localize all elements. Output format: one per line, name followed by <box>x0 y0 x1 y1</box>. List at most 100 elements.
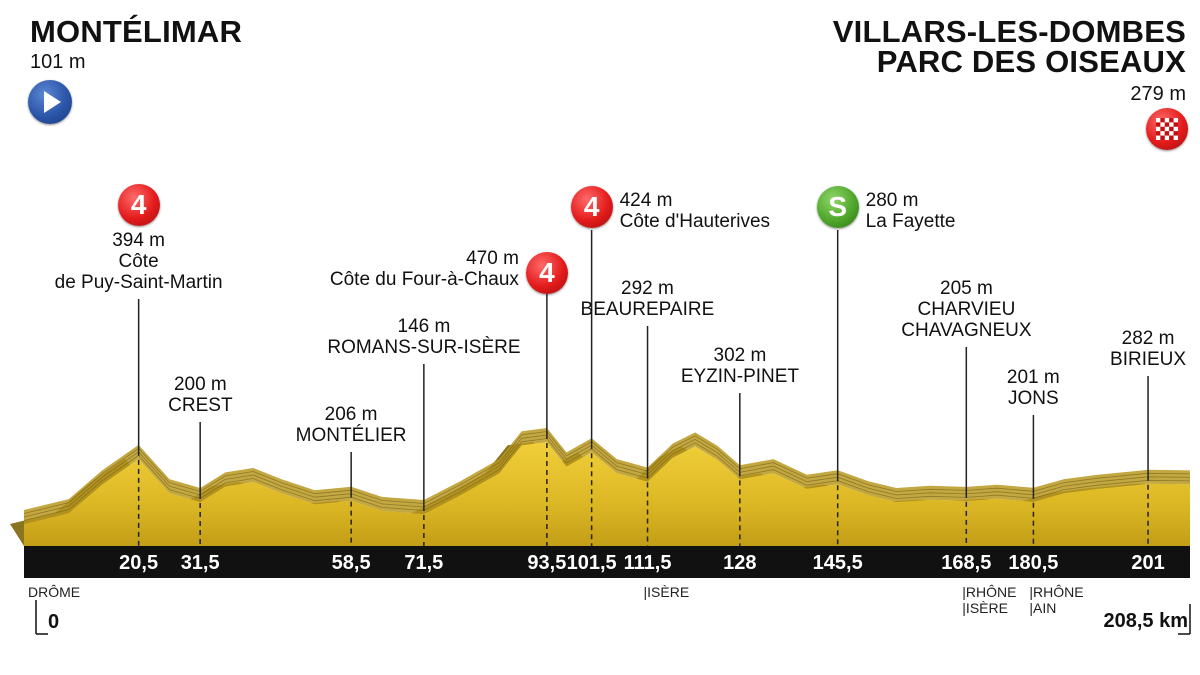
km-label: 180,5 <box>1008 552 1059 574</box>
point-name: Côte du Four-à-Chaux <box>329 269 519 290</box>
point-label: 394 m Côte de Puy-Saint-Martin <box>55 230 223 293</box>
checkered-flag-icon <box>1156 118 1178 140</box>
flag-square <box>1173 122 1178 127</box>
point-label: 280 m La Fayette <box>866 190 956 232</box>
region-label: |RHÔNE |ISÈRE <box>962 584 1016 616</box>
point-label: 424 m Côte d'Hauterives <box>620 190 770 232</box>
km-label: 145,5 <box>812 552 863 574</box>
km-label: 128 <box>723 552 757 574</box>
start-distance: 0 <box>48 611 60 633</box>
point-label: 282 m BIRIEUX <box>1110 328 1186 370</box>
point-label: 206 m MONTÉLIER <box>296 404 407 446</box>
flag-square <box>1164 131 1170 136</box>
flag-square <box>1173 135 1178 140</box>
flag-square <box>1169 131 1174 136</box>
sprint-badge: S <box>816 186 859 228</box>
flag-square <box>1169 118 1174 123</box>
point-altitude: 292 m <box>621 278 674 299</box>
point-name: CREST <box>168 395 233 416</box>
point-label: 302 m EYZIN-PINET <box>681 345 799 387</box>
flag-square <box>1173 131 1178 136</box>
flag-square <box>1160 122 1165 127</box>
point-name: MONTÉLIER <box>295 425 407 446</box>
km-label: 71,5 <box>404 552 444 574</box>
point-altitude: 470 m <box>466 248 519 269</box>
climb-category-badge: 4 <box>117 184 160 226</box>
point-altitude: 206 m <box>324 404 378 425</box>
point-altitude: 302 m <box>713 345 767 366</box>
total-distance: 208,5 km <box>1103 610 1188 632</box>
terrain-stripe <box>23 438 1191 521</box>
region-name: |ISÈRE <box>962 600 1008 616</box>
flag-square <box>1160 126 1165 132</box>
point-name: CHARVIEU <box>917 299 1016 320</box>
km-label: 101,5 <box>566 552 617 574</box>
finish-badge <box>1146 108 1188 150</box>
finish-altitude: 279 m <box>1130 83 1186 105</box>
flag-square <box>1169 135 1174 140</box>
flag-square <box>1164 126 1170 132</box>
point-name: JONS <box>1007 388 1059 409</box>
region-label: DRÔME <box>28 584 80 600</box>
start-badge <box>28 80 72 124</box>
flag-square <box>1169 126 1174 132</box>
flag-square <box>1160 131 1165 136</box>
point-altitude: 280 m <box>865 190 919 211</box>
point-label: 201 m JONS <box>1007 367 1060 409</box>
point-label: 200 m CREST <box>168 374 232 416</box>
flag-square <box>1173 126 1178 132</box>
flag-square <box>1156 131 1161 136</box>
flag-square <box>1173 118 1178 123</box>
start-altitude: 101 m <box>30 51 86 73</box>
terrain-stripe <box>23 431 1191 514</box>
point-name: La Fayette <box>865 211 956 232</box>
region-name: |RHÔNE <box>1029 584 1084 600</box>
point-label: 292 m BEAUREPAIRE <box>581 278 715 320</box>
terrain-stripe <box>23 434 1191 518</box>
km-label: 168,5 <box>941 552 992 574</box>
point-altitude: 200 m <box>173 374 227 395</box>
km-label: 111,5 <box>623 552 672 574</box>
play-icon <box>44 91 61 113</box>
point-altitude: 201 m <box>1006 367 1060 388</box>
point-name: CHAVAGNEUX <box>901 320 1032 341</box>
region-label: |RHÔNE |AIN <box>1029 584 1083 616</box>
point-name: EYZIN-PINET <box>680 366 800 387</box>
region-name: DRÔME <box>28 584 81 600</box>
point-label: 205 m CHARVIEU CHAVAGNEUX <box>901 278 1031 341</box>
flag-square <box>1160 118 1165 123</box>
km-label: 58,5 <box>331 552 371 574</box>
flag-square <box>1169 122 1174 127</box>
finish-town-name-line1: VILLARS-LES-DOMBES <box>832 14 1186 49</box>
distance-bar <box>24 546 1190 578</box>
start-town-name: MONTÉLIMAR <box>30 14 243 49</box>
terrain-area <box>24 442 1190 546</box>
flag-square <box>1156 126 1161 132</box>
flag-square <box>1160 135 1165 140</box>
point-altitude: 282 m <box>1121 328 1175 349</box>
finish-town-name-line2: PARC DES OISEAUX <box>876 44 1186 79</box>
point-altitude: 146 m <box>397 316 451 337</box>
region-name: |AIN <box>1029 600 1057 616</box>
point-name: BEAUREPAIRE <box>580 299 715 320</box>
point-name: de Puy-Saint-Martin <box>54 272 223 293</box>
point-name: ROMANS-SUR-ISÈRE <box>327 337 521 358</box>
climb-category-badge: 4 <box>570 186 613 228</box>
flag-square <box>1164 118 1170 123</box>
flag-square <box>1156 118 1161 123</box>
km-label: 93,5 <box>527 552 567 574</box>
point-altitude: 424 m <box>619 190 673 211</box>
flag-square <box>1156 135 1161 140</box>
terrain-ridge <box>24 428 1190 524</box>
region-name: |RHÔNE <box>962 584 1017 600</box>
point-name: BIRIEUX <box>1110 349 1187 370</box>
point-name: Côte <box>118 251 159 272</box>
km-label: 31,5 <box>180 552 220 574</box>
flag-square <box>1164 135 1170 140</box>
point-name: Côte d'Hauterives <box>619 211 771 232</box>
point-label: 146 m ROMANS-SUR-ISÈRE <box>327 316 520 358</box>
km-label: 20,5 <box>119 552 159 574</box>
km-label: 201 <box>1131 552 1165 574</box>
point-altitude: 394 m <box>112 230 165 251</box>
